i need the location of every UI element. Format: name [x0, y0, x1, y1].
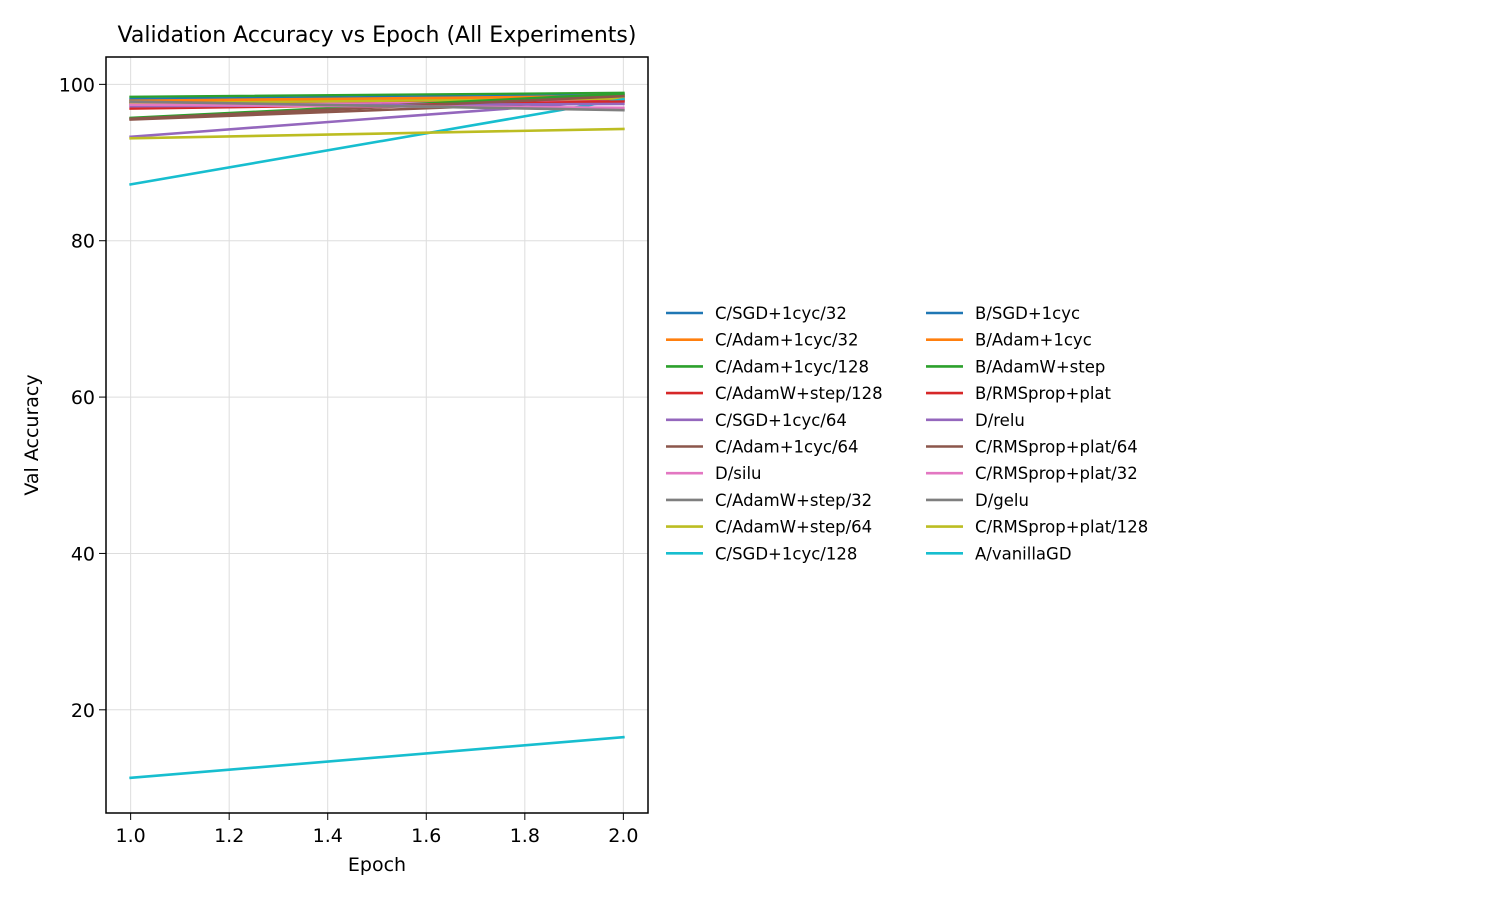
legend-entry: C/SGD+1cyc/128: [666, 544, 857, 563]
legend-label: D/relu: [975, 411, 1025, 430]
legend-label: C/AdamW+step/64: [715, 518, 872, 537]
y-tick-label: 40: [71, 543, 95, 565]
legend-label: C/RMSprop+plat/128: [975, 518, 1148, 537]
legend-label: C/Adam+1cyc/128: [715, 357, 869, 376]
legend-label: C/Adam+1cyc/64: [715, 438, 859, 457]
legend-label: B/RMSprop+plat: [975, 384, 1112, 403]
series-lines: [129, 91, 625, 780]
legend-entry: B/AdamW+step: [926, 357, 1105, 376]
y-axis-label: Val Accuracy: [21, 374, 43, 495]
legend-label: A/vanillaGD: [975, 544, 1072, 563]
axis-ticks: 1.0 1.2 1.4 1.6 1.8 2.0 20 40 60 80 100: [59, 74, 639, 847]
legend-label: C/SGD+1cyc/64: [715, 411, 847, 430]
x-axis-label: Epoch: [348, 854, 406, 876]
chart-title: Validation Accuracy vs Epoch (All Experi…: [118, 23, 637, 48]
y-tick-label: 20: [71, 700, 95, 722]
legend-entry: C/Adam+1cyc/32: [666, 331, 859, 350]
y-tick-label: 60: [71, 387, 95, 409]
legend-entry: C/RMSprop+plat/32: [926, 464, 1138, 483]
legend-entry: C/RMSprop+plat/64: [926, 438, 1138, 457]
x-tick-label: 1.4: [313, 825, 343, 847]
legend-label: C/SGD+1cyc/128: [715, 544, 857, 563]
legend-entry: D/gelu: [926, 491, 1029, 510]
legend-label: C/AdamW+step/128: [715, 384, 883, 403]
legend-entry: C/RMSprop+plat/128: [926, 518, 1148, 537]
legend-entry: D/relu: [926, 411, 1025, 430]
y-tick-label: 100: [59, 74, 95, 96]
legend-entry: C/AdamW+step/64: [666, 518, 872, 537]
legend-entry: B/RMSprop+plat: [926, 384, 1112, 403]
legend-label: C/Adam+1cyc/32: [715, 331, 859, 350]
legend-label: D/silu: [715, 464, 762, 483]
y-tick-label: 80: [71, 231, 95, 253]
legend-entry: B/Adam+1cyc: [926, 331, 1092, 350]
x-tick-label: 1.0: [116, 825, 146, 847]
legend-label: D/gelu: [975, 491, 1029, 510]
legend-entry: C/Adam+1cyc/128: [666, 357, 869, 376]
series-line-17: [129, 100, 625, 112]
series-line-2: [129, 91, 625, 99]
legend-entry: D/silu: [666, 464, 762, 483]
legend-label: C/RMSprop+plat/32: [975, 464, 1138, 483]
legend-label: C/RMSprop+plat/64: [975, 438, 1138, 457]
legend-entry: C/Adam+1cyc/64: [666, 438, 859, 457]
series-line-19: [129, 735, 625, 780]
grid: [106, 57, 648, 813]
x-tick-label: 1.2: [214, 825, 244, 847]
x-tick-label: 1.6: [411, 825, 441, 847]
legend-label: C/AdamW+step/32: [715, 491, 872, 510]
legend-entry: C/SGD+1cyc/64: [666, 411, 847, 430]
legend-label: B/SGD+1cyc: [975, 304, 1080, 323]
legend: C/SGD+1cyc/32 C/Adam+1cyc/32 C/Adam+1cyc/1…: [666, 304, 1148, 563]
legend-entry: A/vanillaGD: [926, 544, 1072, 563]
series-line-9: [129, 97, 625, 186]
legend-entry: B/SGD+1cyc: [926, 304, 1080, 323]
legend-entry: C/AdamW+step/32: [666, 491, 872, 510]
legend-label: C/SGD+1cyc/32: [715, 304, 847, 323]
legend-entry: C/SGD+1cyc/32: [666, 304, 847, 323]
series-line-18: [129, 127, 625, 140]
legend-label: B/AdamW+step: [975, 357, 1105, 376]
plot-frame: [105, 56, 649, 814]
x-tick-label: 1.8: [510, 825, 540, 847]
legend-label: B/Adam+1cyc: [975, 331, 1092, 350]
x-tick-label: 2.0: [608, 825, 638, 847]
legend-entry: C/AdamW+step/128: [666, 384, 883, 403]
